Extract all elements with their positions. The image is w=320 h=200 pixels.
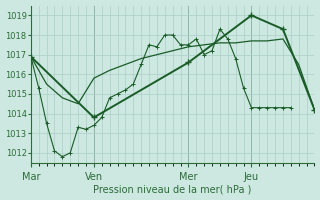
X-axis label: Pression niveau de la mer( hPa ): Pression niveau de la mer( hPa ) (93, 184, 252, 194)
